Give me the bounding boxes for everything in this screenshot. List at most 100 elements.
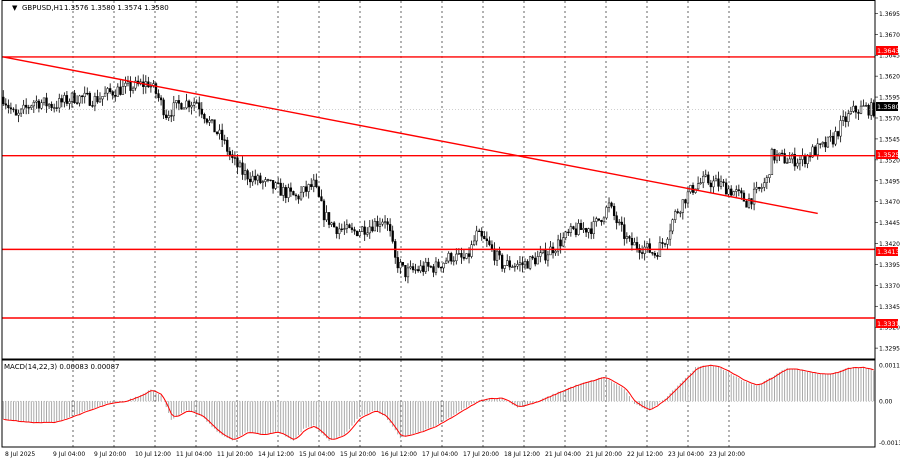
candle-body bbox=[83, 92, 86, 98]
candle-body bbox=[221, 129, 224, 141]
candle-body bbox=[7, 104, 10, 108]
candle-body bbox=[111, 91, 114, 96]
candle-body bbox=[523, 261, 527, 266]
support-resistance-levels bbox=[2, 56, 875, 319]
candle-body bbox=[806, 154, 809, 165]
candle-body bbox=[699, 182, 702, 185]
candle-body bbox=[643, 246, 646, 254]
candle-body bbox=[834, 131, 837, 145]
candle-body bbox=[549, 246, 552, 256]
candle-body bbox=[363, 226, 366, 235]
candle-body bbox=[302, 186, 305, 193]
candle-body bbox=[500, 254, 504, 269]
candle-body bbox=[75, 102, 79, 104]
y-tick-label: 1.3320 bbox=[879, 325, 900, 332]
candle-body bbox=[2, 96, 5, 105]
macd-y-tick-label: -0.00135 bbox=[879, 440, 900, 447]
candle-body bbox=[241, 162, 244, 175]
candle-body bbox=[22, 104, 25, 110]
candle-body bbox=[32, 101, 35, 107]
candle-body bbox=[243, 170, 247, 175]
candle-body bbox=[246, 170, 249, 180]
candle-body bbox=[343, 228, 346, 230]
candle-body bbox=[826, 136, 830, 148]
candle-body bbox=[758, 187, 761, 189]
candle-body bbox=[783, 153, 786, 164]
candle-body bbox=[134, 80, 137, 89]
candle-body bbox=[847, 113, 850, 122]
x-tick-label: 22 Jul 12:00 bbox=[627, 451, 663, 458]
candle-body bbox=[640, 252, 644, 254]
candle-body bbox=[633, 242, 636, 246]
candle-body bbox=[162, 99, 165, 116]
candle-body bbox=[592, 221, 595, 234]
candle-body bbox=[37, 100, 41, 109]
candle-body bbox=[157, 93, 160, 99]
candle-body bbox=[607, 202, 611, 208]
candle-body bbox=[388, 224, 392, 232]
candle-body bbox=[68, 101, 71, 104]
candle-body bbox=[862, 105, 865, 107]
candle-body bbox=[289, 187, 293, 192]
candle-body bbox=[427, 261, 430, 267]
candle-body bbox=[121, 86, 125, 95]
candle-body bbox=[284, 187, 287, 198]
candle-body bbox=[93, 96, 97, 107]
candle-body bbox=[386, 221, 389, 225]
candle-body bbox=[791, 154, 794, 160]
candle-body bbox=[114, 94, 117, 97]
candle-body bbox=[345, 224, 349, 229]
candle-body bbox=[411, 266, 415, 271]
candle-body bbox=[124, 82, 127, 87]
y-tick-label: 1.3345 bbox=[879, 304, 900, 311]
candle-body bbox=[470, 244, 473, 257]
candle-body bbox=[775, 154, 779, 161]
candle-body bbox=[630, 237, 634, 246]
symbol-dropdown-icon[interactable]: ▼ bbox=[12, 4, 18, 12]
candle-body bbox=[821, 142, 824, 145]
candle-body bbox=[73, 92, 76, 103]
candle-body bbox=[154, 83, 158, 94]
candle-body bbox=[852, 105, 855, 112]
y-tick-label: 1.3395 bbox=[879, 262, 900, 269]
candle-body bbox=[103, 92, 107, 97]
candle-body bbox=[266, 179, 270, 181]
candle-body bbox=[193, 102, 196, 106]
candle-body bbox=[360, 226, 364, 232]
candle-body bbox=[602, 217, 606, 223]
y-tick-label: 1.3470 bbox=[879, 199, 900, 206]
candle-body bbox=[264, 179, 267, 182]
candle-body bbox=[249, 178, 252, 183]
candle-body bbox=[350, 227, 354, 230]
candle-body bbox=[849, 111, 852, 114]
candle-body bbox=[287, 187, 290, 198]
price-tag-level-2: 1.3525 bbox=[876, 150, 900, 159]
candle-body bbox=[101, 96, 104, 100]
candle-body bbox=[511, 266, 514, 268]
candle-body bbox=[618, 221, 621, 224]
candle-body bbox=[187, 100, 191, 108]
candle-body bbox=[409, 266, 412, 269]
candle-body bbox=[437, 261, 440, 268]
candle-body bbox=[452, 260, 455, 262]
candle-body bbox=[531, 256, 534, 259]
candle-body bbox=[40, 102, 43, 109]
candle-body bbox=[763, 182, 766, 188]
candle-body bbox=[696, 183, 700, 190]
candle-body bbox=[434, 261, 438, 273]
candle-body bbox=[702, 175, 705, 183]
candle-body bbox=[205, 118, 209, 123]
candle-body bbox=[50, 103, 53, 109]
x-tick-label: 11 Jul 04:00 bbox=[176, 451, 212, 458]
candle-body bbox=[666, 238, 669, 245]
candle-body bbox=[620, 221, 623, 225]
candle-body bbox=[182, 107, 186, 110]
candle-body bbox=[811, 146, 814, 158]
candle-body bbox=[422, 265, 425, 272]
macd-panel-frame bbox=[1, 359, 876, 448]
candle-body bbox=[9, 107, 13, 110]
x-tick-label: 17 Jul 04:00 bbox=[422, 451, 458, 458]
candle-body bbox=[378, 223, 382, 227]
candle-body bbox=[480, 230, 483, 237]
